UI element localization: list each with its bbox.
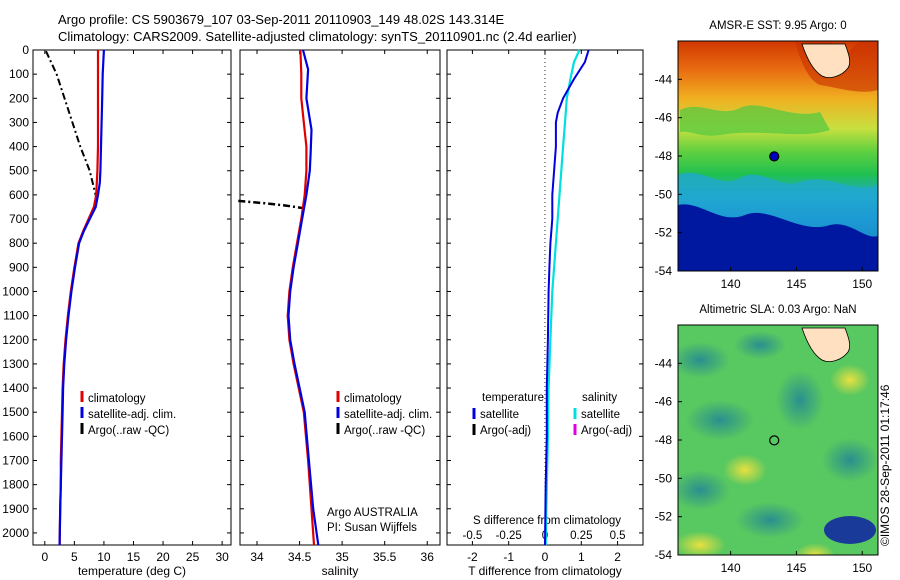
sla-map-ytick-label: -46 [655,395,673,409]
difference-legend-s-entry: Argo(-adj) [581,425,632,437]
depth-tick-label: 1600 [2,429,29,443]
temperature-legend-entry: satellite-adj. clim. [88,409,176,421]
salinity-xtick-label: 34.5 [288,550,312,564]
salinity-annotation-line1: Argo AUSTRALIA [327,507,418,519]
sst-map-xtick-label: 145 [786,277,806,291]
temperature-xtick-label: 20 [156,550,170,564]
depth-tick-label: 1200 [2,333,29,347]
depth-tick-label: 300 [9,115,29,129]
difference-s-tick-label: 0.25 [570,530,592,542]
difference-xtick-label: -2 [467,550,478,564]
difference-legend-s-entry: satellite [581,409,620,421]
difference-legend-salinity-header: salinity [582,392,617,404]
temperature-xtick-label: 0 [41,550,48,564]
depth-tick-label: 0 [22,43,29,57]
difference-xtick-label: 0 [542,550,549,564]
difference-legend-temperature-header: temperature [482,392,544,404]
salinity-legend-entry: satellite-adj. clim. [344,409,432,421]
temperature-xtick-label: 30 [215,550,229,564]
depth-tick-label: 1000 [2,284,29,298]
imos-timestamp: ©IMOS 28-Sep-2011 01:17:46 [878,384,892,546]
depth-tick-label: 900 [9,260,29,274]
difference-t-satellite-line [544,49,590,546]
difference-s-tick-label: -0.5 [462,530,482,542]
temperature-axes [32,49,232,546]
temperature-xtick-label: 25 [186,550,200,564]
depth-tick-label: 100 [9,67,29,81]
sst-map-ytick-label: -54 [655,264,673,278]
sst-map-ytick-label: -52 [655,226,673,240]
salinity-satellite-line [287,49,320,546]
depth-tick-label: 1100 [3,309,29,323]
salinity-annotation-line2: PI: Susan Wijffels [327,522,417,534]
difference-s-tick-label: 0.5 [610,530,626,542]
temperature-xlabel: temperature (deg C) [78,564,186,578]
sst-map-ytick-label: -46 [655,111,673,125]
temperature-xtick-label: 15 [127,550,141,564]
temperature-satellite-line [58,49,105,546]
depth-tick-label: 1800 [2,478,29,492]
depth-tick-label: 1300 [2,357,29,371]
sla-map-ytick-label: -54 [655,548,673,562]
sst-map-xtick-label: 150 [852,277,872,291]
temperature-xtick-label: 10 [97,550,111,564]
depth-tick-label: 2000 [2,526,29,540]
difference-s-satellite-line [544,49,581,546]
depth-tick-label: 700 [9,212,29,226]
salinity-xtick-label: 35.5 [373,550,397,564]
sla-map-ytick-label: -50 [655,471,673,485]
salinity-xtick-label: 35 [335,550,349,564]
depth-tick-label: 1700 [2,453,29,467]
salinity-axes [239,49,441,546]
salinity-xtick-label: 34 [250,550,264,564]
temperature-legend-entry: climatology [88,393,146,405]
salinity-argo-line [238,199,304,210]
difference-xtick-label: 2 [614,550,621,564]
sla-map-ytick-label: -48 [655,433,673,447]
depth-tick-label: 1500 [2,405,29,419]
depth-tick-label: 500 [9,164,29,178]
temperature-xtick-label: 5 [71,550,78,564]
temperature-climatology-line [58,50,100,546]
sst-map-ytick-label: -50 [655,187,673,201]
sst-map-title: AMSR-E SST: 9.95 Argo: 0 [709,20,846,32]
sla-map-image [678,325,878,555]
salinity-legend-entry: climatology [344,393,402,405]
difference-xlabel: T difference from climatology [468,564,622,578]
sst-map-argo-marker [769,151,780,162]
depth-tick-label: 1900 [2,502,29,516]
difference-xtick-label: -1 [503,550,514,564]
sla-map-ytick-label: -44 [655,356,673,370]
sla-map-xtick-label: 140 [721,561,741,575]
sla-map-xtick-label: 145 [786,561,806,575]
difference-xtick-label: 1 [578,550,585,564]
sst-map-xtick-label: 140 [721,277,741,291]
sla-map-argo-marker [769,435,780,446]
difference-legend-t-entry: satellite [480,409,519,421]
figure-title-line2: Climatology: CARS2009. Satellite-adjuste… [58,29,577,44]
difference-s-tick-label: -0.25 [496,530,522,542]
sst-map-ytick-label: -44 [655,72,673,86]
salinity-xtick-label: 36 [421,550,435,564]
sla-map-xtick-label: 150 [852,561,872,575]
depth-tick-label: 400 [9,140,29,154]
salinity-legend-entry: Argo(..raw -QC) [344,425,425,437]
sla-map-title: Altimetric SLA: 0.03 Argo: NaN [699,304,856,316]
salinity-xlabel: salinity [322,564,359,578]
difference-legend-t-entry: Argo(-adj) [480,425,531,437]
temperature-argo-line [45,50,99,203]
sst-map-image [678,41,878,271]
temperature-legend-entry: Argo(..raw -QC) [88,425,169,437]
depth-tick-label: 200 [9,91,29,105]
depth-tick-label: 600 [9,188,29,202]
depth-tick-label: 800 [9,236,29,250]
depth-tick-label: 1400 [2,381,29,395]
figure-title-line1: Argo profile: CS 5903679_107 03-Sep-2011… [58,12,505,27]
sst-map-ytick-label: -48 [655,149,673,163]
sla-map-ytick-label: -52 [655,510,673,524]
